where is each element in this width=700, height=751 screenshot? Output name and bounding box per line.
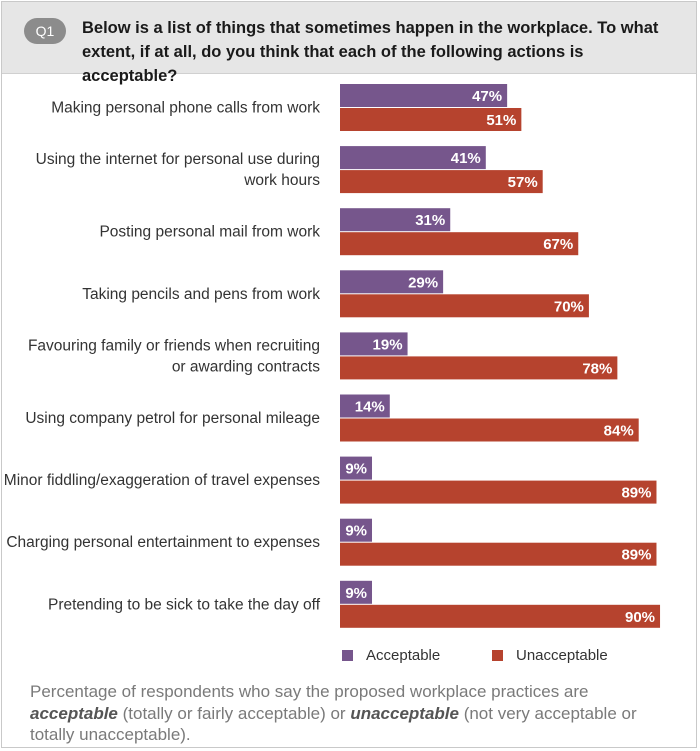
bar-unacceptable — [340, 542, 657, 566]
legend-item-acceptable: Acceptable — [342, 647, 440, 664]
category-label: Posting personal mail from work — [99, 224, 320, 241]
value-label-unacceptable: 90% — [625, 609, 655, 626]
question-header: Q1 Below is a list of things that someti… — [2, 2, 696, 85]
category-label: Taking pencils and pens from work — [82, 286, 320, 303]
bar-acceptable — [340, 518, 373, 542]
legend-label-acceptable: Acceptable — [366, 647, 441, 664]
footnote-part1: Percentage of respondents who say the pr… — [30, 682, 589, 701]
category-label: Favouring family or friends when recruit… — [28, 337, 320, 354]
value-label-acceptable: 9% — [345, 585, 367, 602]
question-text: Below is a list of things that sometimes… — [82, 19, 659, 85]
bar-unacceptable — [340, 294, 589, 318]
bar-acceptable — [340, 146, 486, 170]
value-label-unacceptable: 89% — [621, 485, 651, 502]
bar-acceptable — [340, 456, 373, 480]
category-label: work hours — [243, 172, 320, 189]
footnote-part3: (not very acceptable or totally unaccept… — [30, 703, 637, 745]
value-label-unacceptable: 78% — [582, 360, 612, 377]
bar-acceptable — [340, 270, 444, 294]
category-label: Using the internet for personal use duri… — [36, 151, 320, 168]
footnote: Percentage of respondents who say the pr… — [30, 681, 680, 746]
value-label-acceptable: 41% — [451, 150, 481, 167]
value-label-unacceptable: 84% — [604, 423, 634, 440]
value-label-acceptable: 47% — [472, 88, 502, 105]
category-label: Minor fiddling/exaggeration of travel ex… — [4, 472, 320, 489]
value-label-unacceptable: 89% — [621, 547, 651, 564]
bar-unacceptable — [340, 356, 618, 380]
legend-label-unacceptable: Unacceptable — [516, 647, 608, 664]
bar-unacceptable — [340, 232, 579, 256]
bar-acceptable — [340, 208, 451, 232]
value-label-acceptable: 19% — [373, 336, 403, 353]
bar-acceptable — [340, 394, 390, 418]
legend-swatch-unacceptable — [492, 650, 503, 661]
value-label-unacceptable: 67% — [543, 236, 573, 253]
footnote-acceptable: acceptable — [30, 703, 118, 723]
bar-unacceptable — [340, 604, 661, 628]
bar-unacceptable — [340, 480, 657, 504]
bar-acceptable — [340, 84, 508, 107]
bar-unacceptable — [340, 170, 543, 194]
category-label: Pretending to be sick to take the day of… — [48, 596, 321, 613]
bar-acceptable — [340, 332, 408, 356]
category-label: Making personal phone calls from work — [51, 100, 320, 117]
bar-unacceptable — [340, 108, 522, 131]
value-label-acceptable: 31% — [415, 212, 445, 229]
legend-swatch-acceptable — [342, 650, 353, 661]
value-label-acceptable: 29% — [408, 274, 438, 291]
footnote-unacceptable: unacceptable — [350, 703, 459, 723]
value-label-unacceptable: 51% — [486, 112, 516, 129]
category-label: Charging personal entertainment to expen… — [6, 534, 320, 551]
bar-unacceptable — [340, 418, 639, 442]
value-label-acceptable: 9% — [345, 461, 367, 478]
value-label-acceptable: 14% — [355, 399, 385, 416]
footnote-part2: (totally or fairly acceptable) or — [117, 703, 351, 723]
bar-acceptable — [340, 580, 373, 604]
category-label: Using company petrol for personal mileag… — [25, 410, 320, 427]
value-label-unacceptable: 57% — [508, 174, 538, 191]
category-label: or awarding contracts — [172, 358, 320, 375]
legend-item-unacceptable: Unacceptable — [492, 647, 608, 664]
value-label-unacceptable: 70% — [554, 298, 584, 315]
value-label-acceptable: 9% — [345, 523, 367, 540]
question-badge: Q1 — [24, 18, 66, 44]
